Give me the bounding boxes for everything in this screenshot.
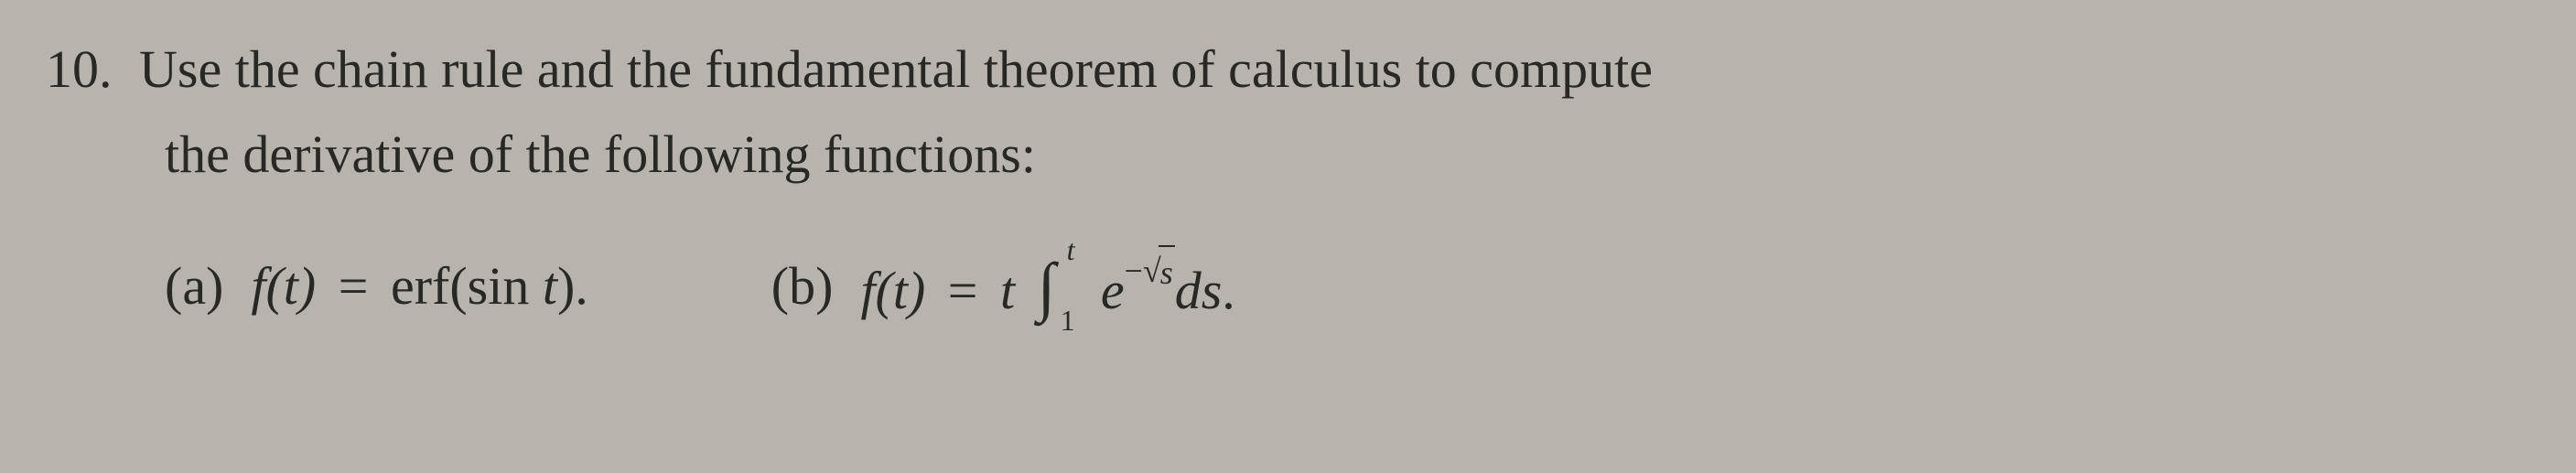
part-a-var: t [543,256,557,316]
part-a-close: ). [557,256,588,316]
part-b-eq: = [948,261,978,320]
integral-wrapper: ∫ t 1 [1038,234,1056,339]
part-a-label: (a) [165,244,223,329]
integral-upper: t [1067,227,1075,274]
part-b-lhs: f(t) [860,261,925,320]
exp-neg: − [1125,253,1143,289]
part-a-lhs: f(t) [251,256,316,316]
part-a-expression: f(t) = erf(sin t). [251,244,587,329]
part-b-label: (b) [771,244,834,329]
part-b-expression: f(t) = t ∫ t 1 e−√sds. [860,234,1234,339]
integral-symbol: ∫ [1038,234,1056,339]
problem-parts: (a) f(t) = erf(sin t). (b) f(t) = t ∫ t … [46,234,2530,339]
sqrt-arg: s [1159,245,1175,300]
part-a: (a) f(t) = erf(sin t). [165,244,588,329]
integrand: e−√sds. [1101,261,1235,320]
part-a-sin: sin [468,256,530,316]
problem-10: 10. Use the chain rule and the fundament… [46,27,2530,339]
problem-number: 10. [46,27,113,113]
part-a-eq: = [339,256,369,316]
problem-text-line2: the derivative of the following function… [46,113,2530,198]
part-b-period: . [1222,261,1235,320]
part-a-open: ( [449,256,467,316]
sqrt-wrap: √s [1143,245,1175,300]
problem-statement: 10. Use the chain rule and the fundament… [46,27,2530,198]
part-b: (b) f(t) = t ∫ t 1 e−√sds. [771,234,1235,339]
integral-lower: 1 [1061,297,1075,344]
part-b-coef: t [1000,261,1015,320]
part-a-func: erf [391,256,449,316]
problem-text-line1: Use the chain rule and the fundamental t… [139,39,1653,99]
integrand-exponent: −√s [1125,253,1175,289]
diff: ds [1175,261,1223,320]
integrand-base: e [1101,261,1125,320]
